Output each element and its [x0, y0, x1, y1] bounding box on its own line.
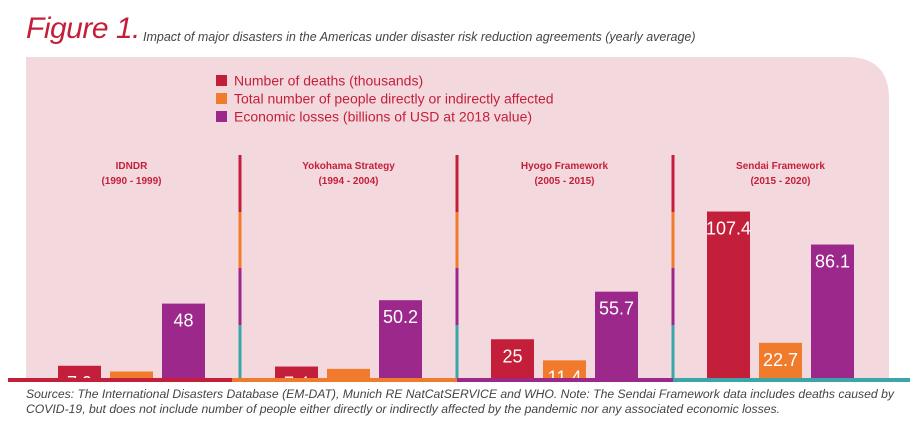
legend-entry: Number of deaths (thousands)	[234, 73, 423, 89]
bar-value-label: 107.4	[706, 219, 751, 239]
bar	[110, 371, 153, 378]
group-title: Yokohama Strategy	[302, 161, 395, 172]
legend-swatch	[216, 111, 227, 122]
bar	[759, 342, 802, 378]
bar-value-label: 11.4	[548, 367, 582, 387]
baseline-segment	[457, 378, 673, 382]
legend-entry: Economic losses (billions of USD at 2018…	[234, 109, 532, 125]
legend-entry: Total number of people directly or indir…	[234, 91, 554, 107]
legend-swatch	[216, 75, 227, 86]
bar-value-label: 22.7	[763, 350, 798, 370]
group-years: (2015 - 2020)	[750, 176, 810, 187]
figure-label: Figure 1.	[26, 12, 140, 45]
group-title: IDNDR	[116, 161, 148, 172]
group-years: (1990 - 1999)	[101, 176, 161, 187]
baseline-segment	[8, 378, 232, 382]
group-title: Sendai Framework	[736, 161, 825, 172]
group-title: Hyogo Framework	[521, 161, 609, 172]
bar-value-label: 25	[502, 346, 522, 366]
legend-swatch	[216, 93, 227, 104]
bar	[595, 291, 638, 378]
bar-value-label: 48	[173, 311, 193, 331]
bar	[162, 303, 205, 378]
bar	[275, 366, 318, 378]
bar	[379, 300, 422, 378]
bar-value-label: 7.9	[67, 373, 92, 393]
bar	[327, 368, 370, 378]
bar-value-label: 86.1	[815, 252, 850, 272]
group-years: (1994 - 2004)	[318, 176, 378, 187]
bar-value-label: 4.2	[119, 378, 144, 398]
group-years: (2005 - 2015)	[534, 176, 594, 187]
bar	[58, 365, 101, 378]
bar-value-label: 50.2	[383, 307, 418, 327]
baseline-segment	[232, 378, 457, 382]
bar-value-label: 55.7	[599, 299, 634, 319]
baseline-segment	[673, 378, 910, 382]
bar	[543, 360, 586, 378]
source-note: Sources: The International Disasters Dat…	[26, 387, 894, 416]
bar	[811, 244, 854, 378]
bar	[707, 211, 750, 378]
figure-caption: Impact of major disasters in the America…	[143, 30, 696, 44]
bar	[491, 339, 534, 378]
